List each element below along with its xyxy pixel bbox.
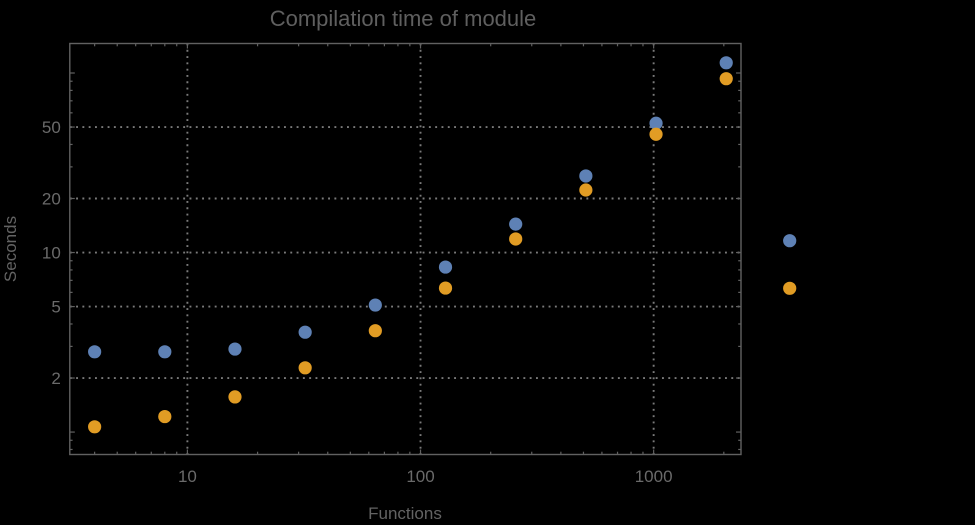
legend-marker-orange bbox=[783, 281, 797, 295]
data-point-blue-series bbox=[579, 169, 593, 183]
data-point-orange-series bbox=[298, 361, 312, 375]
legend-markers bbox=[783, 234, 797, 295]
y-tick-label: 2 bbox=[51, 369, 60, 388]
data-point-blue-series bbox=[228, 342, 242, 356]
legend-marker-blue bbox=[783, 234, 797, 248]
data-points bbox=[88, 56, 733, 434]
frame-rect bbox=[69, 42, 742, 456]
x-tick-label: 1000 bbox=[635, 467, 673, 486]
y-axis-label: Seconds bbox=[1, 216, 20, 282]
data-point-orange-series bbox=[579, 183, 593, 197]
axis-tick-labels: 10 100 1000 2 5 10 20 50 bbox=[42, 118, 673, 486]
data-point-blue-series bbox=[158, 345, 172, 359]
y-tick-label: 10 bbox=[42, 244, 61, 263]
y-tick-label: 20 bbox=[42, 189, 61, 208]
chart-title: Compilation time of module bbox=[270, 6, 537, 31]
data-point-orange-series bbox=[88, 420, 102, 434]
y-tick-label: 5 bbox=[51, 298, 60, 317]
data-point-blue-series bbox=[719, 56, 733, 70]
x-tick-label: 100 bbox=[406, 467, 434, 486]
data-point-blue-series bbox=[368, 298, 382, 312]
data-point-orange-series bbox=[158, 409, 172, 424]
data-point-orange-series bbox=[368, 324, 382, 338]
plot-frame bbox=[69, 42, 742, 456]
data-point-blue-series bbox=[298, 325, 312, 339]
data-point-blue-series bbox=[438, 260, 453, 274]
data-point-blue-series bbox=[88, 345, 102, 359]
x-tick-label: 10 bbox=[178, 467, 197, 486]
data-point-orange-series bbox=[438, 281, 453, 295]
axis-ticks bbox=[69, 43, 741, 455]
data-point-blue-series bbox=[649, 116, 663, 130]
data-point-orange-series bbox=[719, 72, 733, 86]
x-axis-label: Functions bbox=[368, 504, 442, 523]
data-point-orange-series bbox=[649, 127, 663, 141]
data-point-orange-series bbox=[509, 232, 523, 246]
data-point-blue-series bbox=[509, 217, 523, 231]
y-tick-label: 50 bbox=[42, 118, 61, 137]
gridlines bbox=[69, 43, 741, 455]
data-point-orange-series bbox=[228, 390, 242, 404]
